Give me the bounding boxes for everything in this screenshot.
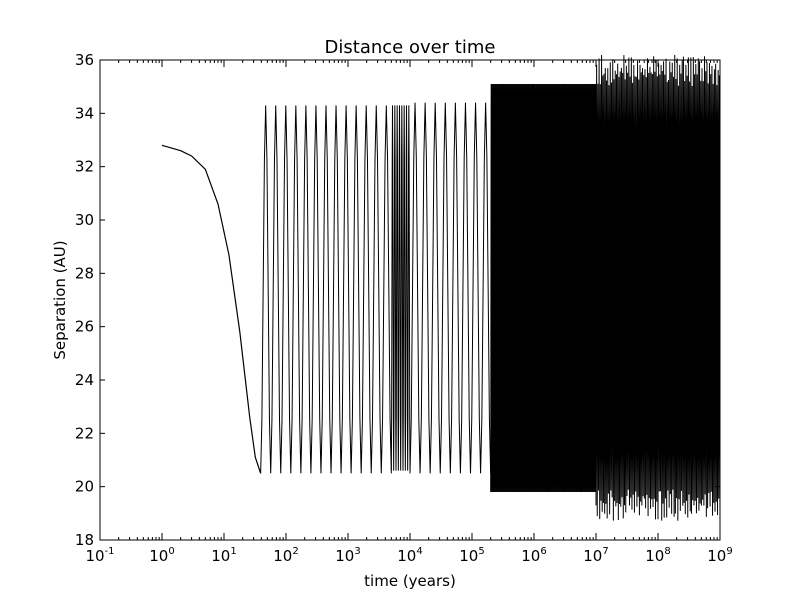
x-tick-label: 101: [211, 546, 236, 565]
x-tick-base: 10: [459, 547, 478, 565]
y-tick-label: 30: [75, 211, 94, 229]
series-line-segment-1: [390, 105, 411, 471]
x-tick-exponent: -1: [105, 546, 115, 557]
series-line-segment-3: [490, 83, 597, 493]
plot-area: [161, 54, 721, 521]
series-line-segment-0: [260, 105, 392, 474]
x-tick-base: 10: [335, 547, 354, 565]
x-tick-label: 100: [149, 546, 174, 565]
series-line-segment-4: [595, 54, 721, 521]
x-tick-label: 106: [521, 546, 546, 565]
x-tick-label: 102: [273, 546, 298, 565]
x-tick-base: 10: [397, 547, 416, 565]
chart-title: Distance over time: [325, 37, 496, 58]
x-tick-label: 105: [459, 546, 484, 565]
y-tick-label: 18: [75, 531, 94, 549]
y-tick-label: 26: [75, 318, 94, 336]
x-tick-base: 10: [583, 547, 602, 565]
y-tick-label: 28: [75, 264, 94, 282]
x-tick-base: 10: [273, 547, 292, 565]
y-axis-label: Separation (AU): [51, 240, 69, 359]
x-tick-base: 10: [149, 547, 168, 565]
y-tick-label: 32: [75, 158, 94, 176]
x-tick-exponent: 3: [354, 546, 360, 557]
x-tick-base: 10: [85, 547, 104, 565]
series-line-segment-2: [409, 102, 492, 474]
x-tick-exponent: 8: [664, 546, 670, 557]
y-tick-label: 20: [75, 478, 94, 496]
y-tick-label: 24: [75, 371, 94, 389]
x-tick-exponent: 5: [478, 546, 484, 557]
x-tick-label: 104: [397, 546, 422, 565]
x-tick-exponent: 0: [168, 546, 174, 557]
x-tick-label: 103: [335, 546, 360, 565]
x-tick-exponent: 1: [230, 546, 236, 557]
plot-frame: [99, 59, 721, 541]
x-tick-base: 10: [211, 547, 230, 565]
x-tick-base: 10: [645, 547, 664, 565]
x-tick-exponent: 6: [540, 546, 546, 557]
x-tick-exponent: 2: [292, 546, 298, 557]
x-axis-ticks: 10-1 100 101 102 103 104 105 106 107 108 109: [85, 60, 733, 565]
x-tick-base: 10: [707, 547, 726, 565]
x-tick-base: 10: [521, 547, 540, 565]
x-axis-label: time (years): [364, 572, 456, 590]
x-tick-exponent: 7: [602, 546, 608, 557]
y-tick-label: 22: [75, 424, 94, 442]
x-tick-label: 107: [583, 546, 608, 565]
series-line-initial: [161, 144, 262, 474]
y-tick-label: 36: [75, 51, 94, 69]
x-tick-label: 108: [645, 546, 670, 565]
x-tick-exponent: 9: [726, 546, 732, 557]
y-tick-label: 34: [75, 104, 94, 122]
x-tick-label: 109: [707, 546, 732, 565]
x-tick-exponent: 4: [416, 546, 422, 557]
x-tick-label: 10-1: [85, 546, 114, 565]
